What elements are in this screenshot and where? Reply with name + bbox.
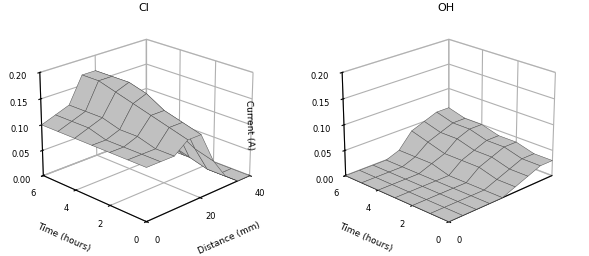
Title: OH: OH	[437, 3, 454, 13]
Y-axis label: Time (hours): Time (hours)	[35, 222, 91, 254]
Title: Cl: Cl	[138, 3, 149, 13]
Y-axis label: Time (hours): Time (hours)	[337, 222, 393, 254]
X-axis label: Distance (mm): Distance (mm)	[197, 220, 262, 255]
